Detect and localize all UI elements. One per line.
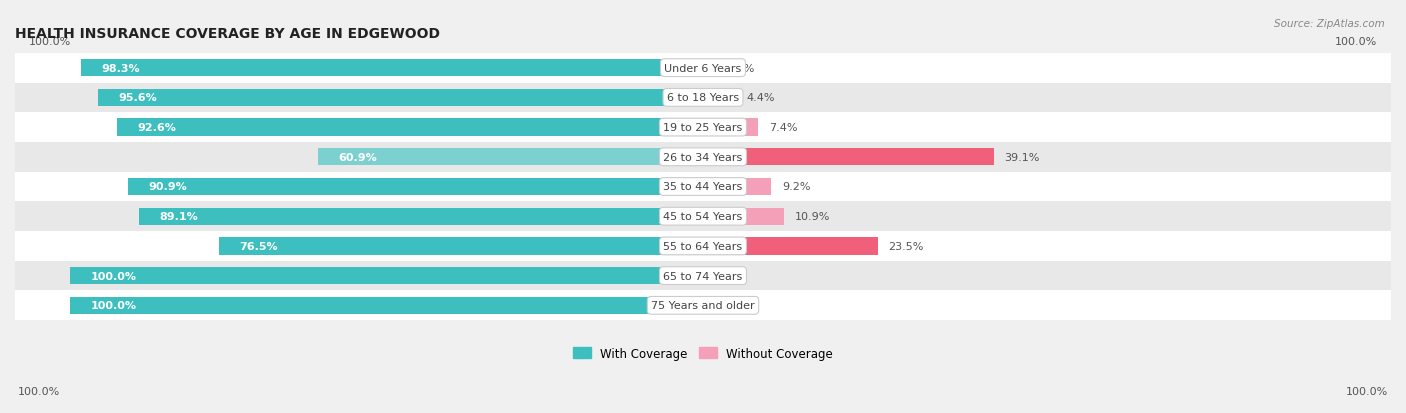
Text: 4.4%: 4.4% xyxy=(747,93,775,103)
Bar xyxy=(318,149,703,166)
Bar xyxy=(15,202,1391,232)
Bar xyxy=(15,291,1391,320)
Text: 92.6%: 92.6% xyxy=(138,123,176,133)
Bar xyxy=(15,232,1391,261)
Bar xyxy=(128,178,703,196)
Bar xyxy=(703,90,735,107)
Text: 89.1%: 89.1% xyxy=(160,212,198,222)
Text: 9.2%: 9.2% xyxy=(782,182,811,192)
Bar xyxy=(15,172,1391,202)
Text: 100.0%: 100.0% xyxy=(90,301,136,311)
Text: 39.1%: 39.1% xyxy=(1004,152,1040,162)
Text: 90.9%: 90.9% xyxy=(148,182,187,192)
Bar xyxy=(703,208,785,225)
Bar xyxy=(15,142,1391,172)
Text: 100.0%: 100.0% xyxy=(28,37,72,47)
Text: Source: ZipAtlas.com: Source: ZipAtlas.com xyxy=(1274,19,1385,28)
Legend: With Coverage, Without Coverage: With Coverage, Without Coverage xyxy=(568,342,838,365)
Text: Under 6 Years: Under 6 Years xyxy=(665,64,741,74)
Text: 0.0%: 0.0% xyxy=(714,271,742,281)
Text: 100.0%: 100.0% xyxy=(18,387,60,396)
Text: 98.3%: 98.3% xyxy=(101,64,141,74)
Text: 7.4%: 7.4% xyxy=(769,123,797,133)
Text: 100.0%: 100.0% xyxy=(1334,37,1378,47)
Bar xyxy=(703,149,994,166)
Bar xyxy=(15,261,1391,291)
Text: 60.9%: 60.9% xyxy=(339,152,377,162)
Bar xyxy=(703,60,716,77)
Text: 1.7%: 1.7% xyxy=(727,64,755,74)
Text: 95.6%: 95.6% xyxy=(118,93,157,103)
Text: 6 to 18 Years: 6 to 18 Years xyxy=(666,93,740,103)
Text: HEALTH INSURANCE COVERAGE BY AGE IN EDGEWOOD: HEALTH INSURANCE COVERAGE BY AGE IN EDGE… xyxy=(15,27,440,41)
Text: 75 Years and older: 75 Years and older xyxy=(651,301,755,311)
Bar xyxy=(15,54,1391,83)
Text: 19 to 25 Years: 19 to 25 Years xyxy=(664,123,742,133)
Bar xyxy=(70,267,703,285)
Text: 10.9%: 10.9% xyxy=(794,212,831,222)
Text: 0.0%: 0.0% xyxy=(714,301,742,311)
Text: 100.0%: 100.0% xyxy=(1346,387,1388,396)
Text: 45 to 54 Years: 45 to 54 Years xyxy=(664,212,742,222)
Bar xyxy=(703,178,772,196)
Bar xyxy=(15,83,1391,113)
Bar xyxy=(70,297,703,314)
Bar xyxy=(80,60,703,77)
Text: 35 to 44 Years: 35 to 44 Years xyxy=(664,182,742,192)
Bar xyxy=(703,238,877,255)
Text: 76.5%: 76.5% xyxy=(239,241,278,251)
Bar xyxy=(15,113,1391,142)
Bar xyxy=(117,119,703,136)
Bar xyxy=(139,208,703,225)
Bar xyxy=(98,90,703,107)
Bar xyxy=(219,238,703,255)
Text: 65 to 74 Years: 65 to 74 Years xyxy=(664,271,742,281)
Text: 26 to 34 Years: 26 to 34 Years xyxy=(664,152,742,162)
Text: 23.5%: 23.5% xyxy=(889,241,924,251)
Bar xyxy=(703,119,758,136)
Text: 100.0%: 100.0% xyxy=(90,271,136,281)
Text: 55 to 64 Years: 55 to 64 Years xyxy=(664,241,742,251)
